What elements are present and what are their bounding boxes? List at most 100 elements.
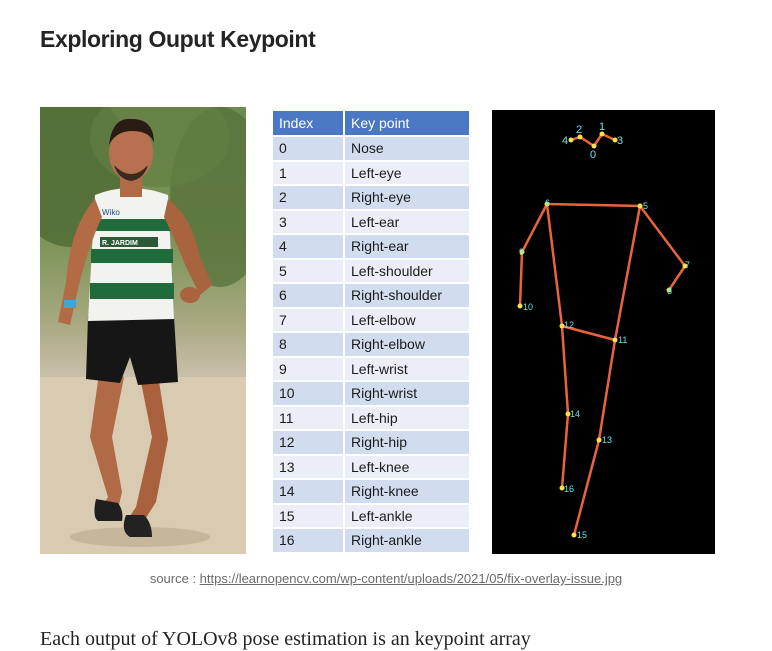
- keypoint-marker-6: [544, 201, 550, 207]
- keypoint-marker-3: [612, 137, 618, 143]
- skeleton-limb-5-11: [613, 205, 642, 341]
- keypoint-marker-5: [637, 203, 643, 209]
- keypoint-figure: Wiko R. JARDIM Index Key point 0 Nose 1 Le…: [40, 107, 716, 554]
- keypoint-label-9: 9: [519, 247, 524, 257]
- row-index: 12: [273, 429, 345, 454]
- keypoint-label-15: 15: [577, 530, 587, 540]
- row-keypoint: Left-knee: [345, 453, 469, 478]
- page-title: Exploring Ouput Keypoint: [40, 26, 316, 52]
- table-row: 11 Left-hip: [273, 404, 469, 429]
- keypoint-marker-1: [599, 131, 605, 137]
- skeleton-limb-6-12: [545, 203, 564, 327]
- table-header-row: Index Key point: [273, 111, 469, 135]
- row-keypoint: Right-elbow: [345, 331, 469, 356]
- row-keypoint: Left-wrist: [345, 355, 469, 380]
- keypoint-marker-10: [517, 303, 523, 309]
- keypoint-table: Index Key point 0 Nose 1 Left-eye 2 Right-e…: [273, 111, 469, 552]
- runner-photo: Wiko R. JARDIM: [40, 107, 246, 554]
- table-row: 7 Left-elbow: [273, 306, 469, 331]
- row-keypoint: Right-ear: [345, 233, 469, 258]
- table-row: 6 Right-shoulder: [273, 282, 469, 307]
- row-keypoint: Right-hip: [345, 429, 469, 454]
- row-keypoint: Left-ankle: [345, 502, 469, 527]
- row-keypoint: Right-wrist: [345, 380, 469, 405]
- source-link[interactable]: https://learnopencv.com/wp-content/uploa…: [199, 571, 623, 586]
- table-row: 4 Right-ear: [273, 233, 469, 258]
- table-row: 12 Right-hip: [273, 429, 469, 454]
- table-row: 16 Right-ankle: [273, 527, 469, 552]
- row-keypoint: Left-ear: [345, 208, 469, 233]
- row-index: 8: [273, 331, 345, 356]
- keypoint-label-16: 16: [564, 484, 574, 494]
- row-index: 11: [273, 404, 345, 429]
- keypoint-label-10: 10: [523, 302, 533, 312]
- row-keypoint: Left-shoulder: [345, 257, 469, 282]
- keypoint-marker-9: [519, 249, 525, 255]
- keypoint-label-3: 3: [617, 135, 623, 147]
- row-index: 13: [273, 453, 345, 478]
- row-index: 5: [273, 257, 345, 282]
- skeleton-limb-2-0: [579, 135, 595, 148]
- keypoint-marker-7: [682, 263, 688, 269]
- table-row: 8 Right-elbow: [273, 331, 469, 356]
- row-index: 16: [273, 527, 345, 552]
- row-index: 2: [273, 184, 345, 209]
- keypoint-marker-12: [559, 323, 565, 329]
- column-header-key-point: Key point: [345, 111, 469, 135]
- keypoint-label-14: 14: [570, 409, 580, 419]
- image-caption: source : https://learnopencv.com/wp-cont…: [0, 571, 772, 586]
- table-row: 1 Left-eye: [273, 159, 469, 184]
- keypoint-label-1: 1: [599, 121, 605, 133]
- keypoint-marker-13: [596, 437, 602, 443]
- skeleton-diagram: 0 1 2 3 4 5 6 7 8 9 10 11 12 13 14 15 16: [492, 110, 715, 554]
- keypoint-marker-4: [568, 137, 574, 143]
- keypoint-label-2: 2: [576, 124, 582, 136]
- caption-prefix: source :: [149, 571, 200, 586]
- column-header-index: Index: [273, 111, 345, 135]
- keypoint-marker-8: [666, 287, 672, 293]
- row-index: 15: [273, 502, 345, 527]
- jersey-club-text: R. JARDIM: [102, 240, 138, 247]
- table-row: 10 Right-wrist: [273, 380, 469, 405]
- table-row: 9 Left-wrist: [273, 355, 469, 380]
- row-keypoint: Right-shoulder: [345, 282, 469, 307]
- skeleton-limb-5-7: [639, 205, 686, 267]
- row-keypoint: Right-eye: [345, 184, 469, 209]
- skeleton-limb-14-16: [560, 413, 570, 489]
- row-index: 3: [273, 208, 345, 233]
- skeleton-limb-6-5: [546, 202, 641, 208]
- row-index: 14: [273, 478, 345, 503]
- row-keypoint: Left-hip: [345, 404, 469, 429]
- skeleton-limb-6-9: [520, 203, 549, 253]
- row-index: 0: [273, 135, 345, 160]
- skeleton-limb-12-11: [561, 324, 616, 342]
- row-index: 7: [273, 306, 345, 331]
- skeleton-limb-7-8: [667, 265, 687, 291]
- keypoint-label-4: 4: [562, 135, 568, 147]
- jersey-sponsor-text: Wiko: [102, 208, 120, 217]
- row-keypoint: Right-ankle: [345, 527, 469, 552]
- keypoint-label-6: 6: [545, 198, 550, 208]
- table-row: 13 Left-knee: [273, 453, 469, 478]
- row-index: 9: [273, 355, 345, 380]
- keypoint-label-7: 7: [685, 260, 690, 270]
- table-row: 3 Left-ear: [273, 208, 469, 233]
- table-row: 5 Left-shoulder: [273, 257, 469, 282]
- skeleton-limb-9-10: [518, 251, 524, 307]
- row-index: 10: [273, 380, 345, 405]
- keypoint-label-11: 11: [618, 335, 627, 345]
- row-keypoint: Right-knee: [345, 478, 469, 503]
- keypoint-marker-14: [565, 411, 571, 417]
- skeleton-limb-11-13: [597, 339, 617, 441]
- row-keypoint: Left-elbow: [345, 306, 469, 331]
- row-index: 1: [273, 159, 345, 184]
- keypoint-marker-15: [571, 532, 577, 538]
- keypoint-label-12: 12: [564, 320, 574, 330]
- keypoint-label-13: 13: [602, 435, 612, 445]
- row-index: 6: [273, 282, 345, 307]
- table-row: 15 Left-ankle: [273, 502, 469, 527]
- keypoint-marker-11: [612, 337, 618, 343]
- row-keypoint: Nose: [345, 135, 469, 160]
- row-index: 4: [273, 233, 345, 258]
